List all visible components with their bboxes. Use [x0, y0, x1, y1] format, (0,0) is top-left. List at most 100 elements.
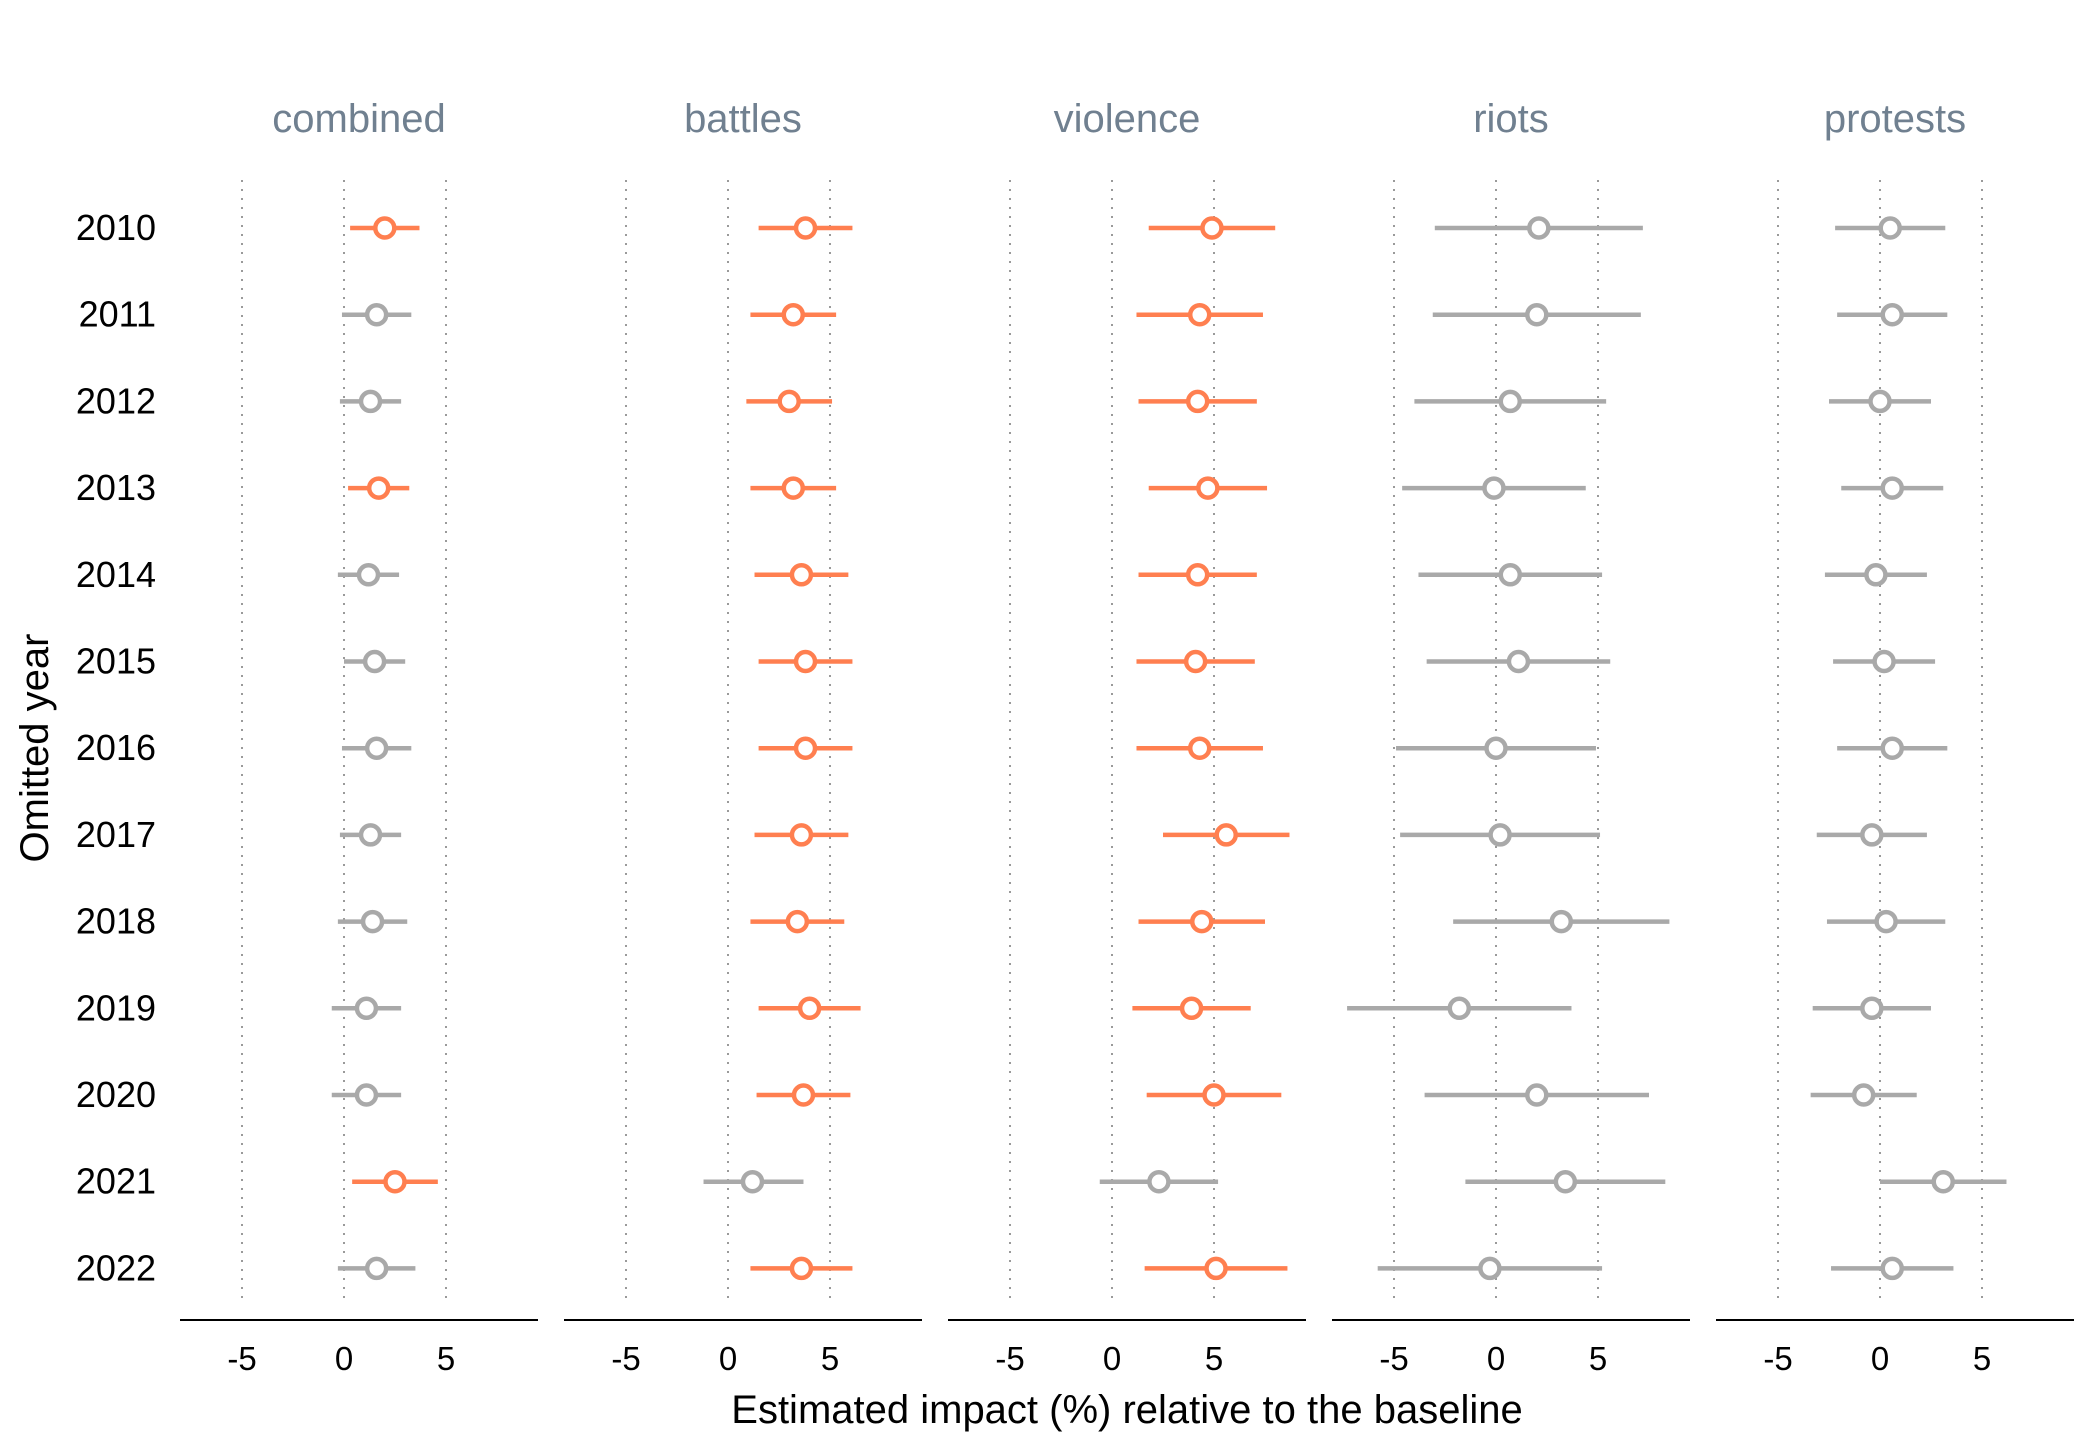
estimate-point [1498, 563, 1523, 587]
y-tick-label: 2018 [76, 901, 156, 942]
x-tick-label: -5 [1379, 1340, 1408, 1377]
estimate-point [354, 1083, 379, 1107]
y-tick-label: 2016 [76, 727, 156, 768]
estimate-point [1878, 216, 1902, 240]
x-tick-label: 0 [1487, 1340, 1505, 1377]
estimate-point [364, 1256, 389, 1281]
estimate-point [1200, 216, 1224, 240]
estimate-point [1880, 302, 1904, 327]
estimate-point [1880, 1256, 1904, 1281]
estimate-point [1549, 909, 1574, 934]
estimate-point [1874, 909, 1898, 934]
y-tick-label: 2010 [76, 207, 156, 248]
estimate-point [1478, 1256, 1502, 1281]
estimate-point [358, 823, 383, 847]
estimate-point [1525, 1083, 1549, 1107]
estimate-point [1202, 1083, 1226, 1107]
y-axis-title: Omitted year [13, 634, 57, 863]
y-tick-label: 2015 [76, 641, 156, 682]
estimate-point [1851, 1083, 1876, 1107]
estimate-point [781, 476, 806, 500]
estimate-point [1864, 563, 1888, 587]
estimate-point [789, 1256, 814, 1281]
x-axis-title: Estimated impact (%) relative to the bas… [731, 1388, 1522, 1432]
facet-panel-violence: violence -5 0 5 [948, 97, 1306, 1377]
estimate-point [1553, 1169, 1578, 1194]
y-tick-labels: 2010 2011 2012 2013 2014 2015 2016 2017 2018 2019… [76, 207, 156, 1288]
estimate-point [1447, 996, 1472, 1021]
facet-panel-riots: riots -5 0 5 [1332, 97, 1690, 1377]
y-tick-label: 2022 [76, 1247, 156, 1288]
estimate-point [1860, 996, 1884, 1021]
y-tick-label: 2017 [76, 814, 156, 855]
x-tick-label: -5 [611, 1340, 640, 1377]
y-tick-label: 2021 [76, 1161, 156, 1202]
estimate-point [777, 389, 801, 414]
estimate-point [383, 1169, 407, 1194]
y-tick-label: 2019 [76, 987, 156, 1028]
facet-panel-battles: battles -5 0 5 [564, 97, 922, 1377]
x-tick-label: 5 [1589, 1340, 1607, 1377]
estimate-point [1179, 996, 1204, 1021]
x-tick-label: 5 [821, 1340, 839, 1377]
y-tick-label: 2013 [76, 467, 156, 508]
estimate-point [1482, 476, 1506, 500]
estimate-point [797, 996, 822, 1021]
x-tick-label: -5 [1763, 1340, 1792, 1377]
x-tick-label: 0 [1103, 1340, 1121, 1377]
estimate-point [793, 736, 818, 760]
facet-title: violence [1054, 97, 1201, 141]
estimate-point [364, 302, 389, 327]
estimate-point [1204, 1256, 1228, 1281]
estimate-point [364, 736, 389, 760]
estimate-point [1185, 389, 1210, 414]
facet-panel-protests: protests -5 0 5 [1716, 97, 2074, 1377]
estimate-point [1872, 649, 1896, 674]
estimate-point [1214, 823, 1238, 847]
x-tick-label: 0 [335, 1340, 353, 1377]
estimate-point [360, 909, 385, 934]
y-tick-label: 2012 [76, 380, 156, 421]
estimate-point [785, 909, 810, 934]
estimate-point [789, 563, 814, 587]
estimate-point [358, 389, 383, 414]
facet-title: riots [1473, 97, 1549, 141]
facet-title: battles [684, 97, 802, 141]
estimate-point [1880, 736, 1904, 760]
x-tick-label: 5 [437, 1340, 455, 1377]
estimate-point [1187, 736, 1212, 760]
estimate-point [789, 823, 814, 847]
estimate-point [1498, 389, 1523, 414]
x-tick-label: 0 [1871, 1340, 1889, 1377]
estimate-point [1187, 302, 1212, 327]
facet-title: combined [272, 97, 445, 141]
x-tick-label: -5 [995, 1340, 1024, 1377]
estimate-point [1506, 649, 1531, 674]
facet-title: protests [1824, 97, 1966, 141]
x-tick-label: 5 [1973, 1340, 1991, 1377]
estimate-point [373, 216, 397, 240]
estimate-point [1488, 823, 1512, 847]
estimate-point [1931, 1169, 1955, 1194]
estimate-point [740, 1169, 765, 1194]
x-tick-label: 5 [1205, 1340, 1223, 1377]
facet-panel-combined: combined -5 0 5 [180, 97, 538, 1377]
estimate-point [362, 649, 387, 674]
estimate-point [1196, 476, 1220, 500]
y-tick-label: 2020 [76, 1074, 156, 1115]
estimate-point [1527, 216, 1551, 240]
estimate-point [356, 563, 381, 587]
y-tick-label: 2014 [76, 554, 156, 595]
estimate-point [1185, 563, 1210, 587]
estimate-point [793, 216, 818, 240]
estimate-point [1147, 1169, 1171, 1194]
estimate-point [1183, 649, 1208, 674]
y-tick-label: 2011 [79, 294, 156, 335]
estimate-point [366, 476, 391, 500]
estimate-point [791, 1083, 816, 1107]
x-tick-label: -5 [227, 1340, 256, 1377]
estimate-point [354, 996, 379, 1021]
estimate-point [1860, 823, 1884, 847]
